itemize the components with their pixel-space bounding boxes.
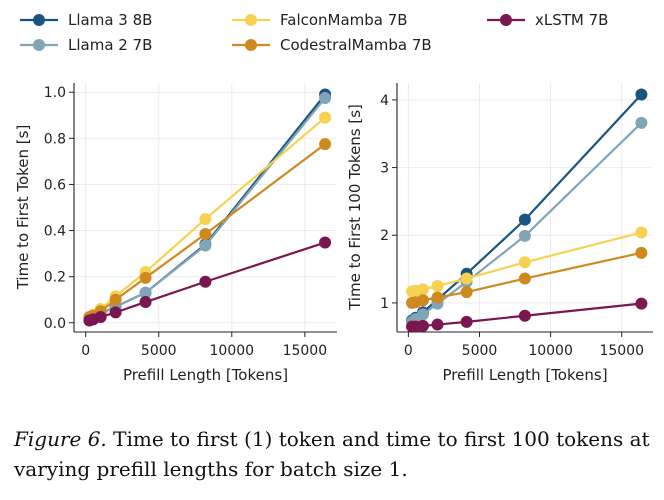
data-point xyxy=(635,88,648,101)
x-tick-label: 5000 xyxy=(462,343,498,359)
data-point xyxy=(109,306,122,319)
data-point xyxy=(199,213,212,226)
y-tick-label: 4 xyxy=(380,93,389,109)
data-point xyxy=(319,111,332,124)
series-line xyxy=(411,93,643,322)
y-tick-label: 0.8 xyxy=(44,131,66,147)
data-point xyxy=(431,291,444,304)
legend-label: xLSTM 7B xyxy=(535,11,608,29)
legend-marker xyxy=(33,39,45,51)
data-point xyxy=(431,279,444,292)
data-point xyxy=(416,319,429,332)
caption-text: Time to first (1) token and time to firs… xyxy=(14,427,650,481)
x-tick-label: 0 xyxy=(404,343,413,359)
y-tick-label: 0.2 xyxy=(44,270,66,286)
legend-entry: xLSTM 7B xyxy=(487,11,608,29)
y-tick-label: 0.4 xyxy=(44,224,66,240)
grid xyxy=(397,83,653,332)
legend-label: CodestralMamba 7B xyxy=(280,36,432,54)
legend-label: Llama 3 8B xyxy=(68,11,152,29)
data-point xyxy=(460,286,473,299)
y-tick-label: 2 xyxy=(380,228,389,244)
series-0 xyxy=(406,88,648,327)
x-tick-label: 5000 xyxy=(141,343,177,359)
data-point xyxy=(518,309,531,322)
ttft-chart: 0 5000 10000 15000 0.0 0.2 0.4 0.6 0.8 1.0 Prefill… xyxy=(14,83,337,384)
x-tick-label: 10000 xyxy=(528,343,573,359)
y-tick-label: 0.6 xyxy=(44,177,66,193)
series-0 xyxy=(83,88,332,325)
data-point xyxy=(139,296,152,309)
series-1 xyxy=(83,91,332,325)
legend-entry: Llama 3 8B xyxy=(20,11,152,29)
data-point xyxy=(518,272,531,285)
data-point xyxy=(199,239,212,252)
y-axis-label: Time to First Token [s] xyxy=(14,125,32,291)
data-point xyxy=(518,213,531,226)
series-2 xyxy=(406,226,648,298)
series-2 xyxy=(83,111,332,324)
legend-marker xyxy=(500,14,512,26)
data-point xyxy=(416,308,429,321)
y-axis-label: Time to First 100 Tokens [s] xyxy=(346,104,364,311)
figure-caption: Figure 6. Time to first (1) token and ti… xyxy=(14,424,654,484)
y-tick-label: 0.0 xyxy=(44,316,66,332)
data-point xyxy=(139,286,152,299)
data-point xyxy=(199,228,212,241)
legend: Llama 3 8B Llama 2 7B FalconMamba 7B Codest… xyxy=(20,11,608,54)
series-4 xyxy=(406,297,648,333)
legend-entry: FalconMamba 7B xyxy=(232,11,408,29)
data-point xyxy=(139,271,152,284)
data-point xyxy=(635,226,648,239)
legend-label: Llama 2 7B xyxy=(68,36,152,54)
data-point xyxy=(416,283,429,296)
data-point xyxy=(199,275,212,288)
legend-entry: CodestralMamba 7B xyxy=(232,36,432,54)
data-point xyxy=(518,256,531,269)
data-point xyxy=(518,229,531,242)
x-tick-label: 15000 xyxy=(599,343,644,359)
y-tick-label: 1.0 xyxy=(44,85,66,101)
data-point xyxy=(94,311,107,324)
data-point xyxy=(635,297,648,310)
caption-label: Figure 6. xyxy=(14,427,107,451)
data-point xyxy=(635,246,648,259)
data-point xyxy=(319,91,332,104)
data-point xyxy=(319,138,332,151)
x-tick-label: 0 xyxy=(81,343,90,359)
data-point xyxy=(416,294,429,307)
x-tick-label: 15000 xyxy=(283,343,328,359)
x-axis-label: Prefill Length [Tokens] xyxy=(442,366,607,384)
data-point xyxy=(635,116,648,129)
series-3 xyxy=(406,246,648,309)
y-tick-label: 1 xyxy=(380,296,389,312)
legend-marker xyxy=(33,14,45,26)
data-point xyxy=(460,272,473,285)
data-point xyxy=(431,318,444,331)
y-tick-label: 3 xyxy=(380,161,389,177)
legend-entry: Llama 2 7B xyxy=(20,36,152,54)
data-point xyxy=(319,236,332,249)
legend-label: FalconMamba 7B xyxy=(280,11,408,29)
series-4 xyxy=(83,236,332,327)
ttf100-chart: 0 5000 10000 15000 1 2 3 4 Prefill Length [Token… xyxy=(346,83,653,384)
data-point xyxy=(109,293,122,306)
figure: Llama 3 8B Llama 2 7B FalconMamba 7B Codest… xyxy=(14,11,653,384)
data-point xyxy=(460,315,473,328)
x-tick-label: 10000 xyxy=(210,343,255,359)
legend-marker xyxy=(245,39,257,51)
legend-marker xyxy=(245,14,257,26)
x-axis-label: Prefill Length [Tokens] xyxy=(123,366,288,384)
